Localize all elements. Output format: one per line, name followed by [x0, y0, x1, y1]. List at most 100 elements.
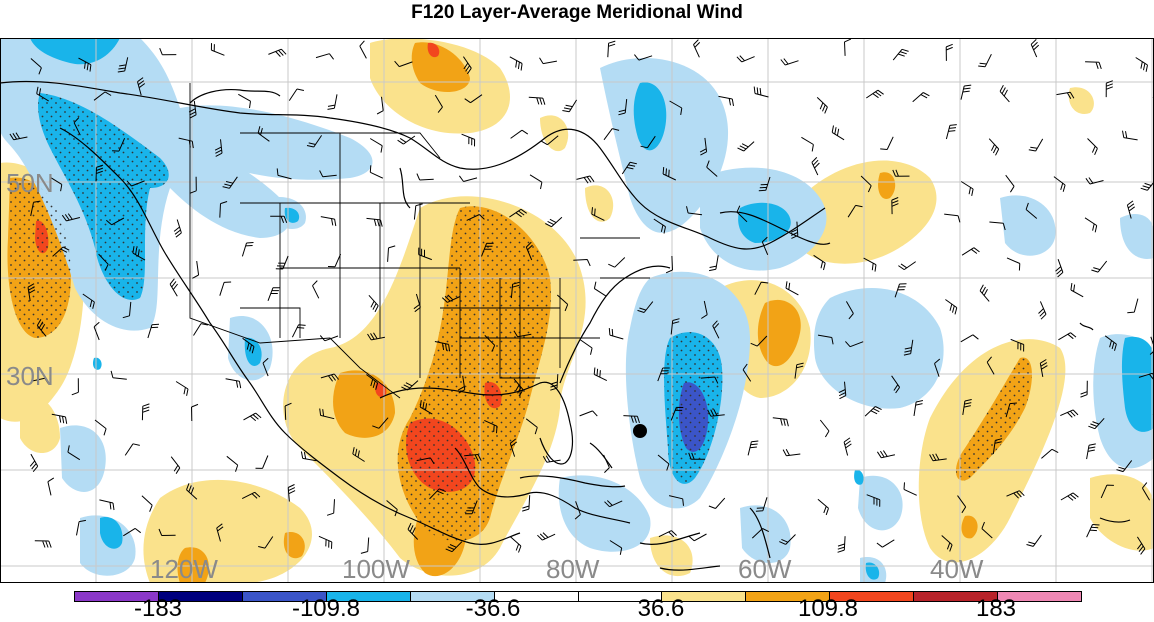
wind-barb — [811, 157, 820, 176]
wind-barb — [413, 293, 421, 313]
colorbar-segment — [325, 592, 410, 601]
wind-barb — [550, 374, 559, 391]
wind-barb — [270, 215, 288, 223]
wind-barb — [960, 334, 979, 343]
wind-barb — [525, 418, 538, 435]
wind-barb — [1010, 338, 1025, 352]
wind-barb — [122, 301, 132, 319]
map-panel: 50N 30N 120W 100W 80W 60W 40W — [0, 38, 1154, 583]
wind-barb — [604, 500, 623, 508]
wind-barb — [186, 483, 198, 500]
wind-barb — [941, 535, 953, 552]
wind-barb — [831, 125, 845, 141]
wind-barb — [686, 206, 703, 216]
wind-barb — [315, 53, 334, 60]
wind-barb — [326, 499, 335, 516]
wind-barb — [1141, 482, 1151, 501]
wind-barb — [95, 164, 104, 182]
wind-barb — [742, 363, 752, 382]
wind-barb — [989, 221, 1006, 231]
wind-barb — [481, 242, 494, 257]
wind-barb — [607, 40, 616, 58]
wind-barb — [957, 495, 967, 514]
wind-barb — [466, 214, 485, 221]
wind-barb — [785, 281, 799, 296]
wind-barb — [73, 117, 81, 136]
wind-barb — [30, 377, 50, 385]
wind-barb — [175, 381, 189, 396]
wind-barb — [898, 261, 916, 271]
wind-barb — [1135, 57, 1148, 72]
wind-barb — [736, 55, 755, 63]
wind-barb — [76, 519, 86, 536]
wind-barb — [847, 204, 863, 218]
colorbar-label-6: 183 — [975, 595, 1017, 622]
colorbar-segment — [829, 592, 914, 601]
wind-barb — [1126, 200, 1135, 219]
colorbar-segment — [409, 592, 494, 601]
wind-barb — [945, 43, 953, 61]
colorbar-segment — [745, 592, 830, 601]
wind-barb — [255, 455, 269, 469]
wind-barb — [653, 218, 666, 234]
wind-barb — [61, 213, 81, 222]
wind-barb — [222, 176, 238, 189]
wind-barb — [112, 138, 126, 152]
wind-barb — [609, 540, 623, 555]
wind-barb — [178, 137, 194, 149]
wind-barb — [407, 522, 419, 540]
wind-barb — [573, 259, 591, 267]
wind-barb — [461, 133, 476, 147]
wind-barb — [621, 161, 637, 175]
wind-barb — [416, 457, 435, 465]
wind-barb — [1105, 80, 1113, 98]
wind-barb — [945, 299, 958, 315]
wind-barb — [513, 330, 532, 338]
wind-barb — [268, 48, 287, 57]
wind-barb — [288, 88, 305, 101]
wind-barb — [688, 533, 707, 542]
wind-barb — [413, 203, 423, 220]
wind-barb — [1058, 332, 1077, 341]
wind-barb — [657, 454, 670, 471]
wind-barb — [591, 207, 605, 221]
wind-barb — [556, 294, 569, 312]
wind-barb — [545, 216, 563, 228]
wind-barb — [755, 497, 768, 512]
wind-barb — [464, 94, 483, 104]
wind-barb — [141, 403, 150, 421]
wind-barb — [510, 129, 529, 139]
wind-barb — [603, 128, 620, 141]
wind-barb — [640, 135, 656, 149]
wind-barb — [484, 419, 498, 434]
wind-barb — [753, 86, 769, 98]
wind-barb — [287, 484, 296, 502]
wind-barb — [1091, 260, 1108, 273]
wind-barb — [718, 95, 734, 106]
wind-barb — [219, 281, 232, 296]
wind-barb — [238, 93, 251, 109]
wind-barb — [117, 57, 129, 73]
wind-barb — [708, 497, 726, 509]
wind-barb — [367, 332, 385, 341]
wind-barb — [241, 491, 261, 500]
wind-barb — [126, 180, 145, 187]
wind-barb — [986, 356, 995, 375]
wind-barb — [819, 419, 830, 438]
wind-barb — [1060, 492, 1079, 501]
wind-barb — [537, 532, 556, 541]
wind-barb — [193, 323, 208, 336]
wind-barb — [169, 278, 178, 297]
colorbar-label-5: 109.8 — [797, 595, 859, 622]
wind-barb — [457, 375, 466, 394]
wind-barb — [522, 495, 531, 512]
wind-barb — [1053, 176, 1066, 192]
wind-barb — [1086, 524, 1100, 538]
wind-barb — [934, 358, 941, 377]
wind-barb — [623, 415, 640, 424]
wind-barb — [779, 534, 796, 545]
wind-barb — [700, 376, 719, 384]
wind-barb — [945, 124, 957, 140]
wind-barb — [838, 381, 847, 400]
wind-barb — [93, 321, 100, 341]
